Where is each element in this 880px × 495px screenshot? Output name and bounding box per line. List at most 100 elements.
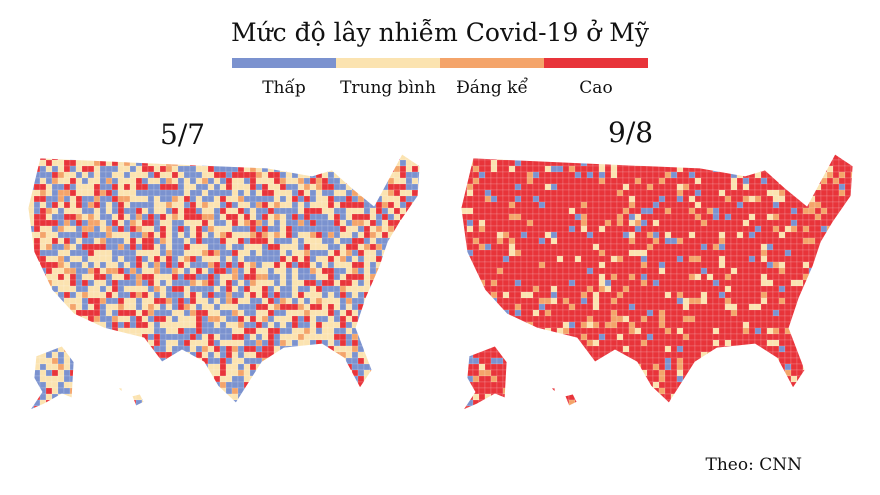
county-cell [309, 249, 317, 257]
county-cell [562, 201, 570, 209]
county-cell [63, 249, 71, 257]
county-cell [69, 219, 77, 227]
county-cell [279, 279, 287, 287]
county-cell [129, 309, 137, 317]
county-cell [309, 375, 317, 383]
county-cell [820, 285, 828, 293]
county-cell [201, 195, 209, 203]
county-cell [123, 321, 131, 329]
county-cell [195, 369, 203, 377]
county-cell [285, 154, 293, 161]
county-cell [195, 261, 203, 269]
county-cell [520, 243, 528, 251]
county-cell [195, 291, 203, 299]
county-cell [75, 201, 83, 209]
county-cell [159, 171, 167, 179]
county-cell [291, 243, 299, 251]
county-cell [165, 285, 173, 293]
county-cell [57, 297, 65, 305]
county-cell [87, 201, 95, 209]
county-cell [706, 279, 714, 287]
county-cell [417, 357, 420, 365]
county-cell [249, 327, 257, 335]
county-cell [183, 183, 191, 191]
county-cell [393, 154, 401, 155]
county-cell [303, 291, 311, 299]
county-cell [393, 351, 401, 359]
county-cell [39, 297, 47, 305]
county-cell [147, 303, 155, 311]
county-cell [363, 321, 371, 329]
county-cell [333, 165, 341, 173]
county-cell [538, 213, 546, 221]
county-cell [538, 261, 546, 269]
county-cell [436, 196, 442, 202]
county-cell [303, 303, 311, 311]
county-cell [273, 291, 281, 299]
county-cell [778, 201, 786, 209]
county-cell [231, 291, 239, 299]
county-cell [658, 183, 666, 191]
county-cell [165, 231, 173, 239]
county-cell [189, 243, 197, 251]
county-cell [141, 399, 149, 407]
county-cell [165, 207, 173, 215]
county-cell [736, 249, 744, 257]
county-cell [857, 148, 863, 154]
county-cell [430, 316, 436, 322]
county-cell [351, 357, 359, 365]
county-cell [484, 267, 492, 275]
county-cell [574, 177, 582, 185]
county-cell [484, 154, 492, 155]
county-cell [177, 195, 185, 203]
county-cell [261, 189, 269, 197]
county-cell [285, 213, 293, 221]
county-cell [105, 279, 113, 287]
county-cell [81, 363, 89, 371]
county-cell [147, 165, 155, 173]
county-cell [640, 159, 648, 167]
county-cell [790, 297, 798, 305]
county-cell [225, 243, 233, 251]
county-cell [730, 285, 738, 293]
county-cell [778, 267, 786, 275]
county-cell [580, 297, 588, 305]
county-cell [249, 261, 257, 269]
county-cell [405, 243, 413, 251]
county-cell [634, 255, 642, 263]
county-cell [213, 357, 221, 365]
county-cell [760, 273, 768, 281]
county-cell [285, 321, 293, 329]
county-cell [688, 195, 696, 203]
county-cell [87, 345, 95, 353]
county-cell [249, 303, 257, 311]
county-cell [430, 220, 436, 226]
county-cell [219, 165, 227, 173]
county-cell [273, 333, 281, 341]
county-cell [93, 291, 101, 299]
county-cell [99, 375, 107, 383]
county-cell [129, 315, 137, 323]
county-cell [195, 171, 203, 179]
county-cell [207, 165, 215, 173]
county-cell [57, 207, 65, 215]
county-cell [303, 387, 311, 395]
county-cell [159, 315, 167, 323]
county-cell [748, 154, 756, 161]
county-cell [869, 172, 875, 178]
county-cell [255, 297, 263, 305]
county-cell [220, 412, 226, 418]
county-cell [676, 154, 684, 155]
county-cell [490, 195, 498, 203]
county-cell [676, 207, 684, 215]
county-cell [28, 279, 35, 287]
county-cell [291, 297, 299, 305]
county-cell [436, 148, 442, 154]
county-cell [850, 207, 853, 215]
county-cell [99, 339, 107, 347]
county-cell [339, 154, 347, 161]
county-cell [303, 405, 311, 410]
county-cell [863, 286, 869, 292]
county-cell [231, 213, 239, 221]
county-cell [604, 165, 612, 173]
